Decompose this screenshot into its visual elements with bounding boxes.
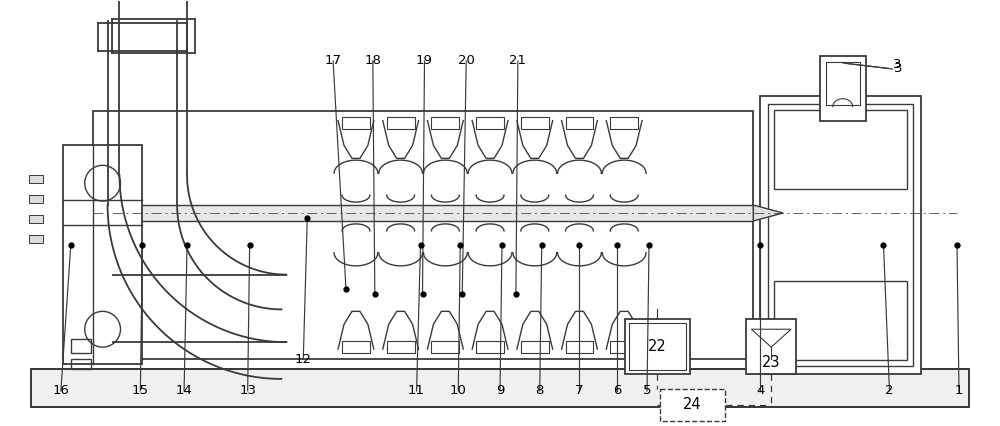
Bar: [820, 56, 866, 121]
Text: 4: 4: [756, 384, 764, 397]
Text: 13: 13: [239, 384, 256, 397]
Bar: [521, 117, 549, 129]
Bar: [342, 117, 370, 129]
Bar: [29, 215, 43, 223]
Bar: [774, 281, 907, 360]
Bar: [826, 62, 860, 105]
Bar: [31, 369, 969, 407]
Text: 23: 23: [762, 354, 780, 369]
Bar: [476, 341, 504, 353]
Text: 10: 10: [450, 384, 467, 397]
Text: 22: 22: [648, 339, 667, 354]
Text: 15: 15: [132, 384, 149, 397]
Bar: [431, 117, 459, 129]
Bar: [63, 145, 142, 364]
Text: 18: 18: [364, 55, 381, 67]
Bar: [629, 323, 686, 370]
Bar: [768, 104, 913, 366]
Bar: [31, 369, 969, 407]
Bar: [610, 117, 638, 129]
Text: 2: 2: [885, 384, 894, 397]
Text: 11: 11: [408, 384, 425, 397]
Bar: [660, 389, 725, 420]
Bar: [566, 341, 593, 353]
Bar: [387, 341, 415, 353]
Text: 24: 24: [683, 397, 702, 412]
Bar: [93, 111, 753, 359]
Text: 17: 17: [325, 55, 342, 67]
Bar: [29, 235, 43, 243]
Text: 6: 6: [613, 384, 621, 397]
Bar: [625, 320, 690, 374]
Text: 7: 7: [575, 384, 584, 397]
Text: 19: 19: [416, 55, 433, 67]
Bar: [760, 96, 921, 374]
Text: 8: 8: [536, 384, 544, 397]
Text: 3: 3: [893, 58, 902, 72]
Bar: [71, 359, 91, 369]
Bar: [29, 195, 43, 203]
Bar: [746, 320, 796, 374]
Bar: [103, 205, 753, 221]
Bar: [71, 339, 91, 353]
Bar: [521, 341, 549, 353]
Text: 12: 12: [295, 353, 312, 366]
Text: 14: 14: [176, 384, 193, 397]
Text: 1: 1: [955, 384, 963, 397]
Bar: [774, 109, 907, 189]
Polygon shape: [753, 205, 783, 221]
Bar: [431, 341, 459, 353]
Text: 20: 20: [458, 55, 475, 67]
Text: 16: 16: [52, 384, 69, 397]
Bar: [342, 341, 370, 353]
Text: 9: 9: [496, 384, 504, 397]
Bar: [476, 117, 504, 129]
Bar: [610, 341, 638, 353]
Text: 5: 5: [643, 384, 651, 397]
Bar: [29, 175, 43, 183]
Text: 3: 3: [894, 63, 903, 75]
Text: 21: 21: [509, 55, 526, 67]
Bar: [387, 117, 415, 129]
Bar: [566, 117, 593, 129]
